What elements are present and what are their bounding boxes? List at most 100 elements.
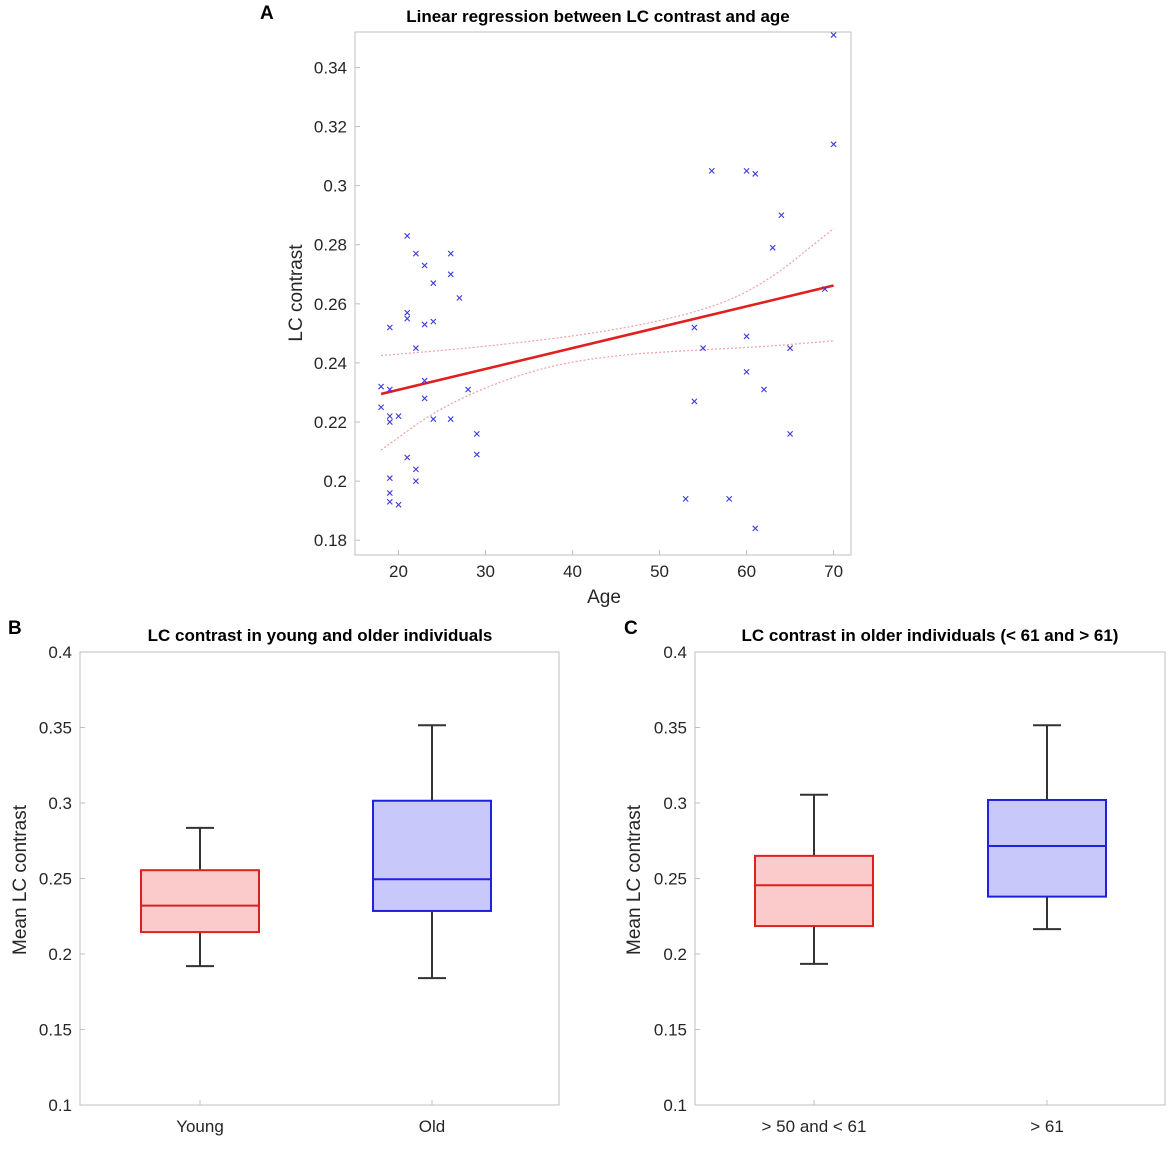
data-point bbox=[447, 416, 454, 423]
data-point bbox=[395, 413, 402, 420]
panel-b: B LC contrast in young and older individ… bbox=[8, 618, 560, 1136]
x-tick-label: 50 bbox=[650, 562, 669, 581]
data-point bbox=[473, 451, 480, 458]
y-tick-label: 0.26 bbox=[314, 295, 347, 314]
y-tick-label: 0.2 bbox=[48, 945, 72, 964]
data-point bbox=[386, 498, 393, 505]
y-tick-label: 0.15 bbox=[654, 1021, 687, 1040]
x-tick-label: > 61 bbox=[1030, 1117, 1064, 1136]
data-point bbox=[412, 345, 419, 352]
data-point bbox=[378, 383, 385, 390]
data-point bbox=[830, 31, 837, 38]
y-tick-label: 0.2 bbox=[663, 945, 687, 964]
data-point bbox=[700, 345, 707, 352]
data-point bbox=[404, 454, 411, 461]
chart-a-plot-area bbox=[354, 31, 852, 556]
chart-c-boxes bbox=[754, 724, 1107, 965]
chart-b-x-ticks: Young Old bbox=[176, 1100, 445, 1136]
chart-b-y-ticks: 0.1 0.15 0.2 0.25 0.3 0.35 0.4 bbox=[39, 643, 85, 1115]
y-tick-label: 0.3 bbox=[48, 794, 72, 813]
data-point bbox=[430, 318, 437, 325]
y-tick-label: 0.22 bbox=[314, 413, 347, 432]
chart-b-title: LC contrast in young and older individua… bbox=[148, 626, 493, 645]
panel-c-letter: C bbox=[624, 618, 638, 639]
y-tick-label: 0.1 bbox=[48, 1096, 72, 1115]
box-1 bbox=[987, 724, 1107, 931]
data-point bbox=[769, 244, 776, 251]
data-point bbox=[743, 368, 750, 375]
y-tick-label: 0.35 bbox=[654, 719, 687, 738]
box-0 bbox=[140, 826, 260, 968]
data-point bbox=[421, 377, 428, 384]
chart-a-confidence-bands bbox=[380, 228, 834, 451]
ci-lower-line bbox=[380, 340, 834, 451]
y-tick-label: 0.3 bbox=[323, 177, 347, 196]
chart-a-points bbox=[378, 31, 837, 532]
x-tick-label: 20 bbox=[389, 562, 408, 581]
chart-a-y-label: LC contrast bbox=[286, 244, 307, 342]
ci-upper-line bbox=[381, 228, 834, 357]
x-tick-label: 70 bbox=[824, 562, 843, 581]
iqr-box bbox=[754, 854, 874, 928]
data-point bbox=[787, 345, 794, 352]
data-point bbox=[447, 271, 454, 278]
data-point bbox=[465, 386, 472, 393]
data-point bbox=[752, 170, 759, 177]
data-point bbox=[404, 232, 411, 239]
data-point bbox=[404, 315, 411, 322]
y-tick-label: 0.3 bbox=[663, 794, 687, 813]
x-tick-label: 60 bbox=[737, 562, 756, 581]
chart-a-title: Linear regression between LC contrast an… bbox=[406, 7, 790, 26]
chart-b-boxes bbox=[140, 724, 492, 980]
y-tick-label: 0.1 bbox=[663, 1096, 687, 1115]
panel-a-letter: A bbox=[260, 3, 274, 24]
data-point bbox=[386, 475, 393, 482]
y-tick-label: 0.4 bbox=[663, 643, 687, 662]
data-point bbox=[430, 280, 437, 287]
chart-a-y-ticks: 0.18 0.2 0.22 0.24 0.26 0.28 0.3 0.32 0.34 bbox=[314, 58, 360, 550]
data-point bbox=[473, 430, 480, 437]
data-point bbox=[386, 419, 393, 426]
y-tick-label: 0.18 bbox=[314, 531, 347, 550]
data-point bbox=[787, 430, 794, 437]
chart-b-y-label: Mean LC contrast bbox=[10, 804, 31, 955]
x-tick-label: Young bbox=[176, 1117, 224, 1136]
data-point bbox=[743, 167, 750, 174]
iqr-box bbox=[140, 869, 260, 934]
y-tick-label: 0.34 bbox=[314, 58, 347, 77]
chart-c-y-ticks: 0.1 0.15 0.2 0.25 0.3 0.35 0.4 bbox=[654, 643, 700, 1115]
data-point bbox=[421, 262, 428, 269]
y-tick-label: 0.2 bbox=[323, 472, 347, 491]
data-point bbox=[430, 416, 437, 423]
data-point bbox=[456, 294, 463, 301]
data-point bbox=[404, 309, 411, 316]
data-point bbox=[421, 321, 428, 328]
chart-a-x-label: Age bbox=[587, 587, 621, 608]
chart-a-fit-group bbox=[380, 284, 834, 396]
data-point bbox=[743, 333, 750, 340]
regression-line bbox=[380, 284, 834, 396]
data-point bbox=[395, 501, 402, 508]
data-point bbox=[778, 212, 785, 219]
box-1 bbox=[372, 724, 492, 980]
y-tick-label: 0.15 bbox=[39, 1021, 72, 1040]
data-point bbox=[386, 324, 393, 331]
x-tick-label: 40 bbox=[563, 562, 582, 581]
data-point bbox=[386, 413, 393, 420]
x-tick-label: > 50 and < 61 bbox=[762, 1117, 867, 1136]
data-point bbox=[821, 286, 828, 293]
y-tick-label: 0.28 bbox=[314, 236, 347, 255]
y-tick-label: 0.25 bbox=[654, 870, 687, 889]
chart-c-y-label: Mean LC contrast bbox=[624, 804, 645, 955]
panel-b-letter: B bbox=[8, 618, 22, 639]
chart-c-x-ticks: > 50 and < 61 > 61 bbox=[762, 1100, 1064, 1136]
data-point bbox=[421, 395, 428, 402]
data-point bbox=[447, 250, 454, 257]
data-point bbox=[682, 495, 689, 502]
data-point bbox=[752, 525, 759, 532]
data-point bbox=[691, 398, 698, 405]
x-tick-label: Old bbox=[419, 1117, 445, 1136]
data-point bbox=[386, 489, 393, 496]
data-point bbox=[691, 324, 698, 331]
data-point bbox=[760, 386, 767, 393]
